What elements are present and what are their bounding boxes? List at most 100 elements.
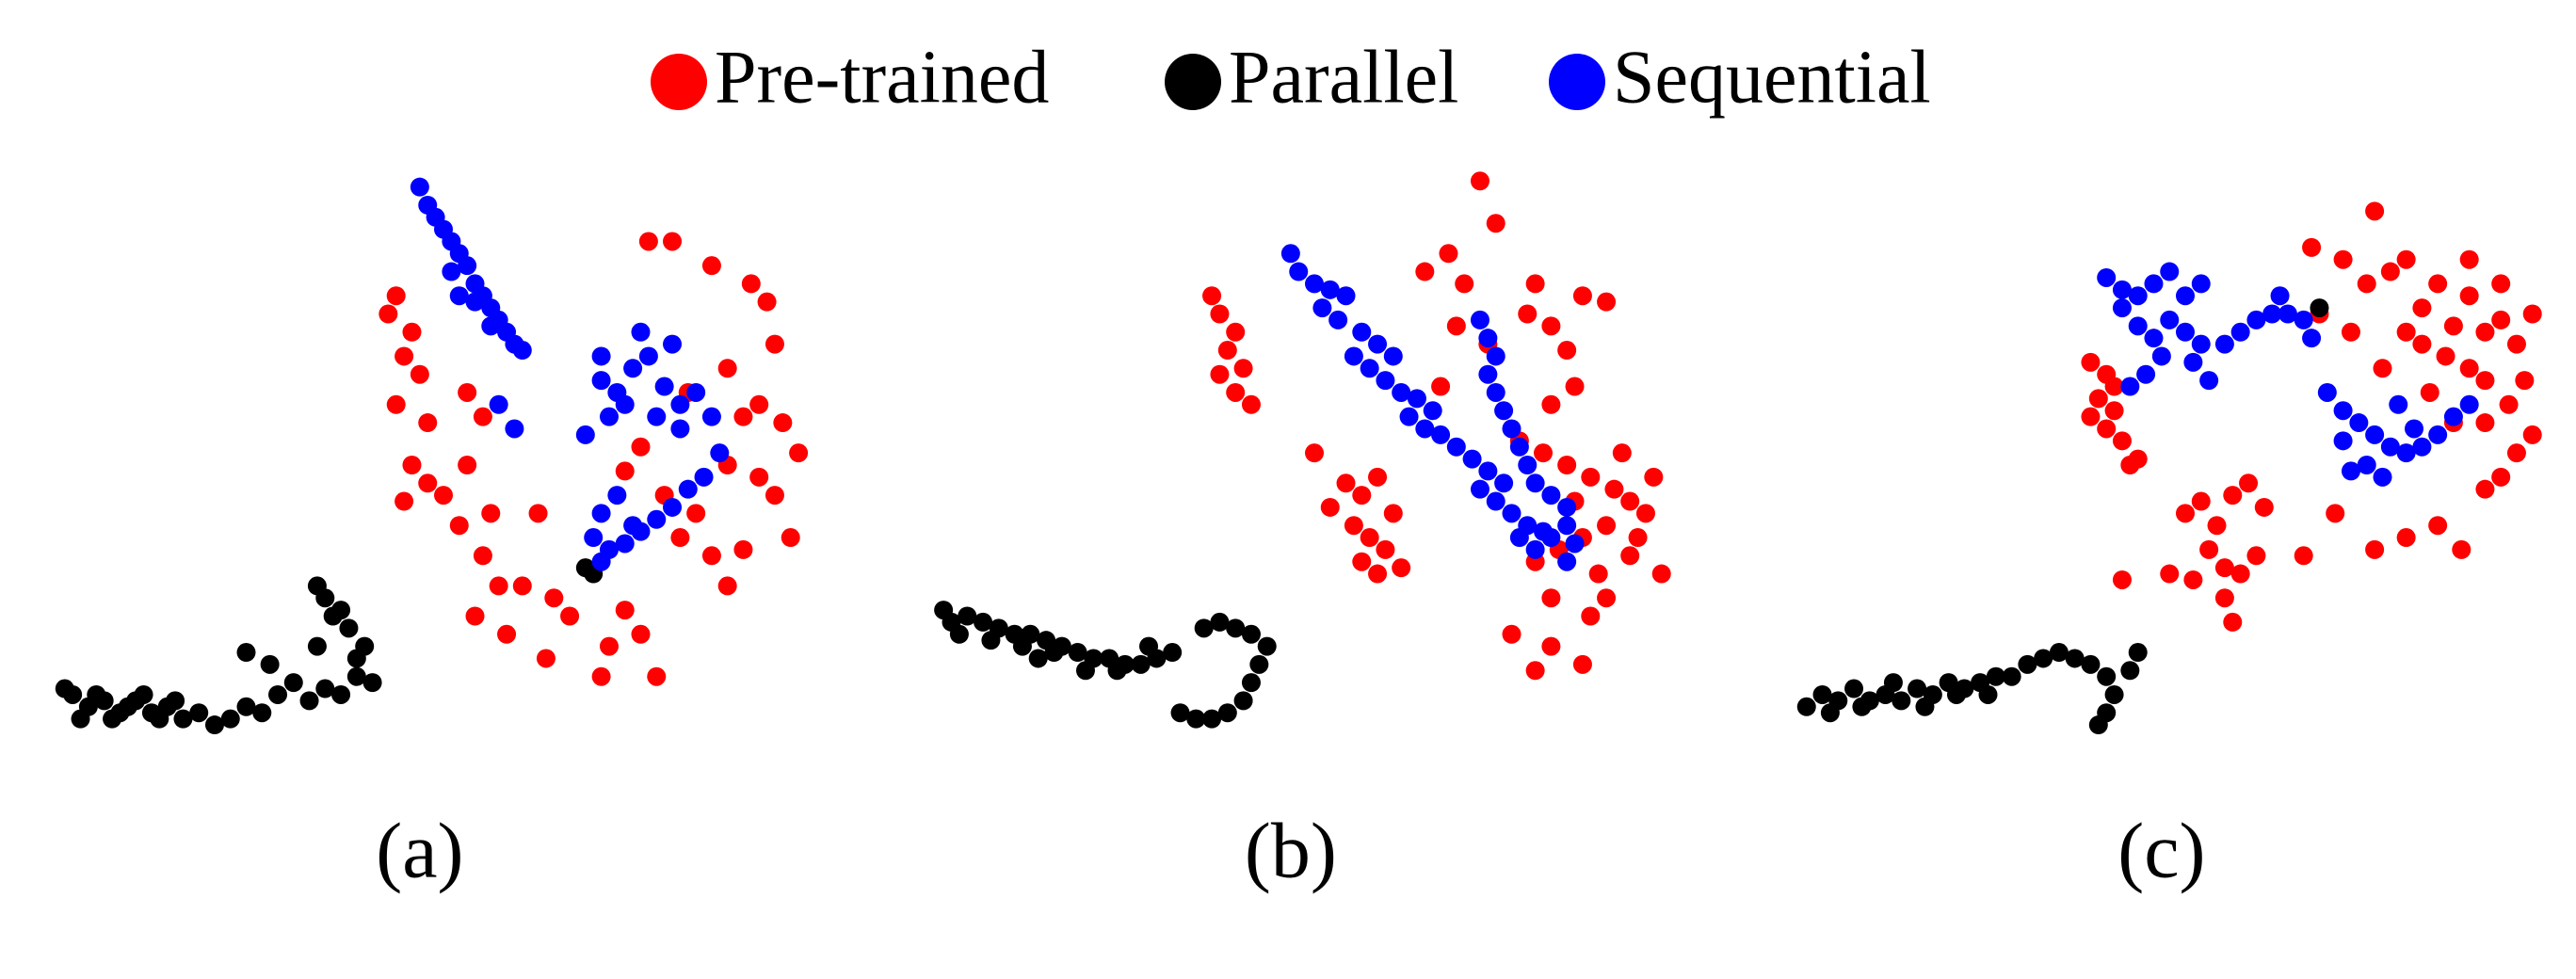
point xyxy=(2436,346,2455,366)
point xyxy=(2176,504,2195,523)
point xyxy=(2120,377,2140,396)
point xyxy=(1139,636,1159,656)
point xyxy=(1194,618,1214,638)
legend-marker xyxy=(1165,54,1221,110)
point xyxy=(2112,570,2132,589)
point xyxy=(2097,666,2117,686)
point xyxy=(2270,286,2290,306)
point xyxy=(1226,322,1246,342)
point xyxy=(489,394,508,414)
point xyxy=(1644,467,1664,487)
point xyxy=(1163,643,1183,663)
point xyxy=(2396,443,2416,463)
point xyxy=(638,346,658,366)
point xyxy=(1226,382,1246,402)
point xyxy=(339,618,359,638)
point xyxy=(1344,346,1363,366)
point xyxy=(2081,407,2101,426)
point xyxy=(1352,322,1372,342)
point xyxy=(2412,334,2432,354)
point xyxy=(663,232,683,251)
point xyxy=(2349,413,2369,433)
point xyxy=(1431,377,1451,396)
point xyxy=(2128,286,2148,306)
point xyxy=(2097,419,2117,439)
point xyxy=(1446,316,1466,336)
point xyxy=(2034,649,2053,668)
point xyxy=(1597,588,1617,608)
point xyxy=(2475,413,2495,433)
point xyxy=(733,539,753,559)
point xyxy=(2302,329,2322,348)
point xyxy=(765,486,784,506)
point xyxy=(1557,456,1577,474)
point xyxy=(2443,407,2463,426)
point xyxy=(1820,703,1840,723)
point xyxy=(1915,697,1935,716)
point xyxy=(631,437,651,457)
point xyxy=(1289,262,1309,281)
series xyxy=(410,177,730,571)
series xyxy=(1280,244,1585,571)
point xyxy=(757,292,777,312)
point xyxy=(2223,612,2243,632)
point xyxy=(2365,539,2385,559)
point xyxy=(1202,709,1222,729)
point xyxy=(346,666,366,686)
point xyxy=(2506,443,2526,463)
point xyxy=(2420,382,2439,402)
series xyxy=(1796,298,2329,735)
point xyxy=(1557,341,1577,361)
point xyxy=(1044,643,1064,663)
point xyxy=(789,443,809,463)
point xyxy=(2522,304,2542,324)
point xyxy=(331,684,351,704)
panel-label: (c) xyxy=(2117,807,2205,894)
point xyxy=(458,456,477,474)
point xyxy=(1525,473,1545,493)
point xyxy=(2302,237,2322,257)
point xyxy=(2151,346,2171,366)
point xyxy=(2373,359,2392,378)
point xyxy=(599,407,619,426)
point xyxy=(1352,552,1372,571)
point xyxy=(505,419,524,439)
point xyxy=(2246,310,2266,329)
point xyxy=(1226,618,1246,638)
point xyxy=(1525,661,1545,681)
point xyxy=(1241,394,1261,414)
point xyxy=(1581,606,1601,626)
point xyxy=(1628,528,1648,548)
point xyxy=(1494,473,1514,493)
series xyxy=(55,558,604,735)
point xyxy=(1541,588,1561,608)
point xyxy=(473,407,492,426)
point xyxy=(2294,546,2313,566)
point xyxy=(1455,274,1474,294)
point xyxy=(647,509,667,529)
point xyxy=(1241,673,1261,693)
point xyxy=(1883,673,1903,693)
point xyxy=(2207,516,2227,536)
point xyxy=(1581,467,1601,487)
legend-label: Parallel xyxy=(1229,36,1458,119)
point xyxy=(2412,298,2432,318)
point xyxy=(670,394,690,414)
point xyxy=(1012,636,1032,656)
point xyxy=(2160,310,2180,329)
point xyxy=(418,413,438,433)
point xyxy=(686,382,706,402)
point xyxy=(2136,364,2156,384)
point xyxy=(1249,654,1269,674)
point xyxy=(670,419,690,439)
point xyxy=(2341,322,2360,342)
point xyxy=(1612,443,1632,463)
point xyxy=(2088,715,2108,735)
point xyxy=(1423,401,1442,421)
point xyxy=(1986,666,2005,686)
point xyxy=(1509,528,1529,548)
point xyxy=(189,703,209,723)
point xyxy=(166,691,185,711)
point xyxy=(678,479,698,499)
